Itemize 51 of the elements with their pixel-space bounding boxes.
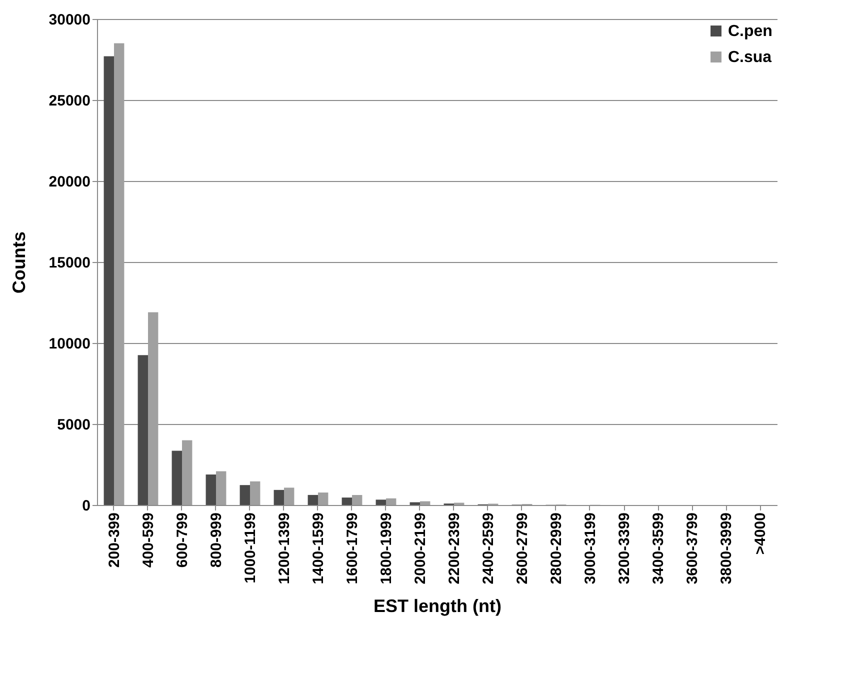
bar xyxy=(148,312,158,505)
bar xyxy=(342,498,352,505)
bar xyxy=(308,494,318,505)
x-tick-label: 2200-2399 xyxy=(446,512,463,584)
x-tick-label: >4000 xyxy=(752,512,769,555)
x-tick-label: 1200-1399 xyxy=(276,512,293,584)
x-tick-label: 3800-3999 xyxy=(718,512,735,584)
x-tick-label: 1000-1199 xyxy=(242,512,259,584)
x-tick-label: 3600-3799 xyxy=(684,512,701,584)
x-tick-label: 3400-3599 xyxy=(650,512,667,584)
legend-label: C.sua xyxy=(728,49,772,66)
bar xyxy=(182,440,192,505)
x-tick-label: 800-999 xyxy=(208,512,225,568)
y-tick-label: 0 xyxy=(82,498,90,514)
bar xyxy=(376,500,386,505)
x-tick-label: 1600-1799 xyxy=(344,512,361,584)
y-tick-label: 25000 xyxy=(48,92,90,110)
y-axis-title: Counts xyxy=(8,232,29,294)
x-tick-label: 1400-1599 xyxy=(310,512,327,584)
x-tick-label: 3000-3199 xyxy=(582,512,599,584)
y-tick-label: 5000 xyxy=(57,416,90,434)
bar xyxy=(420,501,430,505)
bar xyxy=(274,490,284,505)
x-tick-label: 2800-2999 xyxy=(548,512,565,584)
bar xyxy=(410,502,420,505)
x-tick-label: 1800-1999 xyxy=(378,512,395,584)
bar xyxy=(206,474,216,505)
legend-label: C.pen xyxy=(728,23,772,40)
bar xyxy=(386,498,396,505)
x-tick-label: 3200-3399 xyxy=(616,512,633,584)
y-tick-label: 15000 xyxy=(48,254,90,272)
x-axis-title: EST length (nt) xyxy=(374,596,502,616)
bar xyxy=(104,56,114,505)
bar xyxy=(138,355,148,505)
bar xyxy=(240,485,250,505)
y-tick-label: 20000 xyxy=(48,174,90,190)
bar xyxy=(318,492,328,505)
x-tick-label: 400-599 xyxy=(140,512,157,568)
bar xyxy=(216,471,226,505)
bar xyxy=(172,450,182,505)
y-tick-label: 10000 xyxy=(48,336,90,352)
bar xyxy=(352,494,362,505)
bar xyxy=(284,488,294,505)
x-tick-label: 200-399 xyxy=(106,512,123,568)
x-tick-label: 2600-2799 xyxy=(514,512,531,584)
y-tick-label: 30000 xyxy=(48,12,90,28)
bar xyxy=(250,481,260,505)
x-tick-label: 2000-2199 xyxy=(412,512,429,584)
x-tick-label: 600-799 xyxy=(174,512,191,568)
x-tick-label: 2400-2599 xyxy=(480,512,497,584)
bar xyxy=(114,43,124,505)
